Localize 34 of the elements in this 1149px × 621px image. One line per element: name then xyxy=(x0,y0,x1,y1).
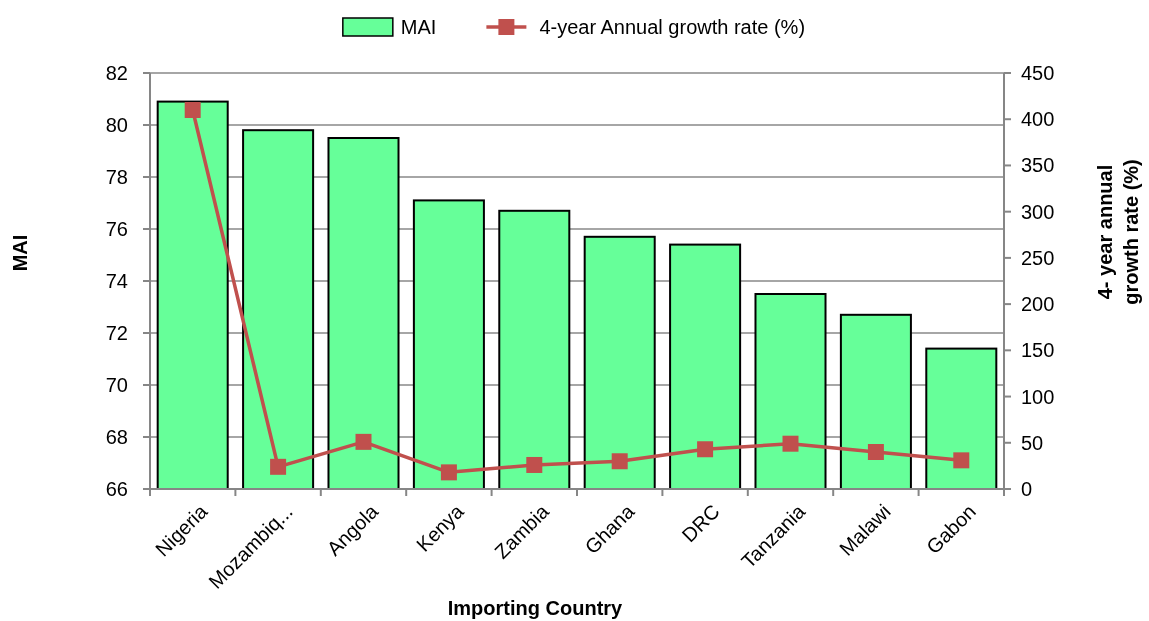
y2-axis-title: 4- year annual growth rate (%) xyxy=(1094,159,1142,305)
y-tick-label: 80 xyxy=(105,114,128,136)
legend-label: MAI xyxy=(400,16,437,38)
y2-tick-label: 0 xyxy=(1021,478,1033,500)
point xyxy=(953,452,970,469)
point xyxy=(782,435,799,452)
y2-tick-label: 200 xyxy=(1021,293,1055,316)
point xyxy=(867,444,884,461)
y2-tick-label: 300 xyxy=(1021,200,1055,223)
legend-label: 4-year Annual growth rate (%) xyxy=(539,16,806,38)
y2-tick-label: 450 xyxy=(1021,62,1055,84)
y-tick-label: 66 xyxy=(105,478,128,500)
y-tick-label: 70 xyxy=(105,374,128,396)
x-axis-title: Importing Country xyxy=(447,597,624,619)
y-tick-label: 78 xyxy=(105,166,128,188)
y-tick-label: 76 xyxy=(105,218,128,240)
point xyxy=(270,458,287,475)
y2-tick-label: 400 xyxy=(1021,108,1055,131)
point xyxy=(697,441,714,458)
y2-tick-label: 350 xyxy=(1021,154,1055,177)
y2-tick-label: 50 xyxy=(1021,431,1044,454)
y-axis-title: MAI xyxy=(9,234,31,272)
point xyxy=(526,456,543,473)
y2-tick-label: 100 xyxy=(1021,385,1055,408)
point xyxy=(355,433,372,450)
point xyxy=(440,464,457,481)
point xyxy=(184,101,201,118)
y-tick-label: 82 xyxy=(105,62,128,84)
y-tick-label: 68 xyxy=(105,426,128,448)
y2-tick-label: 150 xyxy=(1021,339,1055,362)
y-tick-label: 72 xyxy=(105,322,128,344)
y-tick-label: 74 xyxy=(105,270,128,292)
y2-tick-label: 250 xyxy=(1021,246,1055,269)
point xyxy=(611,453,628,470)
